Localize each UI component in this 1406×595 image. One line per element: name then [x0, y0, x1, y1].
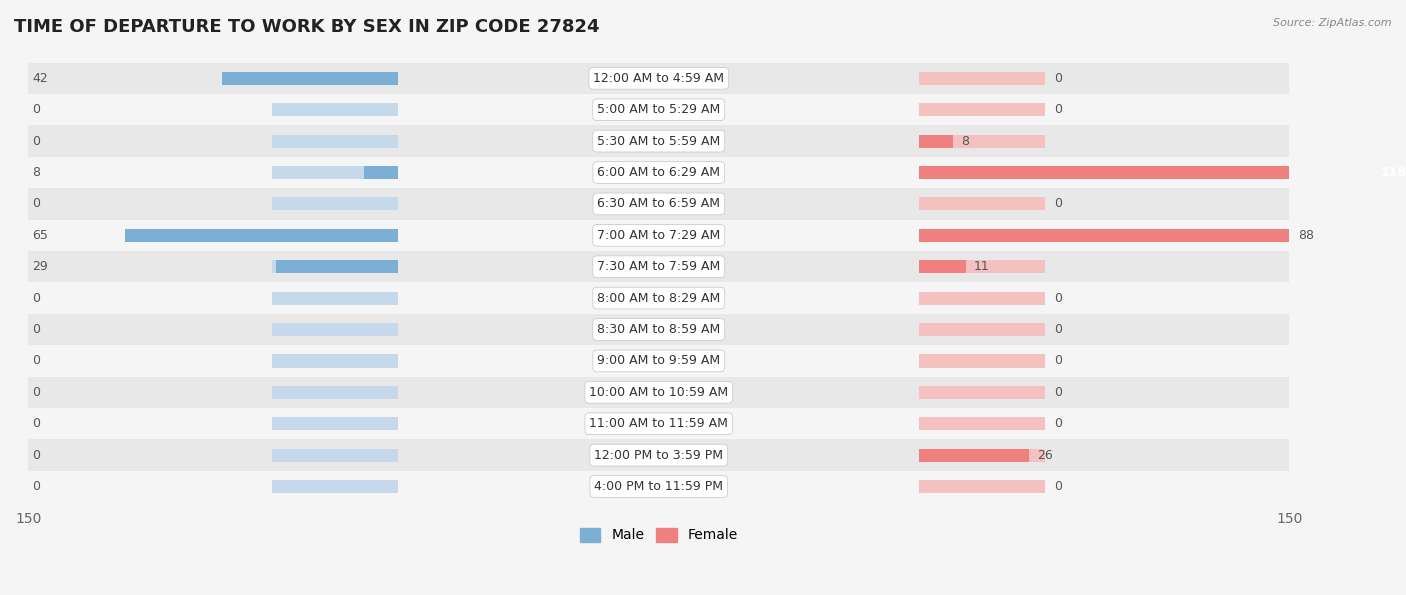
Text: 8:30 AM to 8:59 AM: 8:30 AM to 8:59 AM: [598, 323, 720, 336]
Text: 0: 0: [32, 417, 41, 430]
Bar: [920, 72, 1046, 85]
Text: 42: 42: [32, 72, 48, 85]
Bar: [271, 198, 398, 211]
Bar: [271, 480, 398, 493]
Text: 10:00 AM to 10:59 AM: 10:00 AM to 10:59 AM: [589, 386, 728, 399]
Text: 0: 0: [32, 386, 41, 399]
Bar: [271, 354, 398, 368]
Bar: [920, 198, 1046, 211]
Bar: [271, 323, 398, 336]
Text: 0: 0: [32, 323, 41, 336]
Text: 118: 118: [1381, 166, 1406, 179]
Bar: [920, 134, 1046, 148]
Bar: [920, 417, 1046, 430]
Bar: [271, 134, 398, 148]
Bar: [28, 251, 1289, 283]
Text: 0: 0: [1054, 480, 1062, 493]
Bar: [28, 188, 1289, 220]
Bar: [271, 72, 398, 85]
Text: 12:00 PM to 3:59 PM: 12:00 PM to 3:59 PM: [595, 449, 723, 462]
Bar: [222, 72, 398, 85]
Text: 26: 26: [1038, 449, 1053, 462]
Bar: [920, 260, 966, 273]
Text: 6:30 AM to 6:59 AM: 6:30 AM to 6:59 AM: [598, 198, 720, 211]
Bar: [271, 449, 398, 462]
Bar: [271, 386, 398, 399]
Bar: [920, 323, 1046, 336]
Text: 0: 0: [32, 355, 41, 367]
Text: 0: 0: [32, 292, 41, 305]
Text: 11: 11: [974, 260, 990, 273]
Bar: [271, 292, 398, 305]
Legend: Male, Female: Male, Female: [574, 522, 744, 548]
Bar: [920, 260, 1046, 273]
Bar: [28, 408, 1289, 440]
Bar: [920, 480, 1046, 493]
Bar: [271, 417, 398, 430]
Bar: [28, 157, 1289, 188]
Bar: [920, 166, 1406, 179]
Text: 5:30 AM to 5:59 AM: 5:30 AM to 5:59 AM: [598, 134, 720, 148]
Text: 29: 29: [32, 260, 48, 273]
Bar: [28, 220, 1289, 251]
Text: 12:00 AM to 4:59 AM: 12:00 AM to 4:59 AM: [593, 72, 724, 85]
Bar: [28, 471, 1289, 502]
Bar: [28, 314, 1289, 345]
Text: 0: 0: [1054, 355, 1062, 367]
Text: 0: 0: [1054, 323, 1062, 336]
Text: 0: 0: [1054, 103, 1062, 116]
Bar: [28, 126, 1289, 157]
Bar: [28, 440, 1289, 471]
Text: 88: 88: [1298, 229, 1313, 242]
Bar: [28, 377, 1289, 408]
Text: TIME OF DEPARTURE TO WORK BY SEX IN ZIP CODE 27824: TIME OF DEPARTURE TO WORK BY SEX IN ZIP …: [14, 18, 599, 36]
Text: 6:00 AM to 6:29 AM: 6:00 AM to 6:29 AM: [598, 166, 720, 179]
Bar: [920, 134, 953, 148]
Bar: [271, 228, 398, 242]
Bar: [28, 62, 1289, 94]
Text: 0: 0: [1054, 72, 1062, 85]
Bar: [364, 166, 398, 179]
Bar: [271, 103, 398, 116]
Text: 0: 0: [32, 449, 41, 462]
Bar: [28, 94, 1289, 126]
Bar: [271, 166, 398, 179]
Bar: [276, 260, 398, 273]
Text: 0: 0: [1054, 417, 1062, 430]
Text: 8: 8: [962, 134, 969, 148]
Text: Source: ZipAtlas.com: Source: ZipAtlas.com: [1274, 18, 1392, 28]
Text: 7:00 AM to 7:29 AM: 7:00 AM to 7:29 AM: [598, 229, 720, 242]
Text: 4:00 PM to 11:59 PM: 4:00 PM to 11:59 PM: [595, 480, 723, 493]
Text: 8:00 AM to 8:29 AM: 8:00 AM to 8:29 AM: [598, 292, 720, 305]
Bar: [920, 166, 1046, 179]
Bar: [125, 228, 398, 242]
Bar: [28, 345, 1289, 377]
Text: 11:00 AM to 11:59 AM: 11:00 AM to 11:59 AM: [589, 417, 728, 430]
Text: 0: 0: [32, 198, 41, 211]
Text: 65: 65: [32, 229, 48, 242]
Bar: [920, 228, 1289, 242]
Bar: [28, 283, 1289, 314]
Text: 0: 0: [1054, 198, 1062, 211]
Text: 0: 0: [1054, 292, 1062, 305]
Text: 5:00 AM to 5:29 AM: 5:00 AM to 5:29 AM: [598, 103, 720, 116]
Text: 7:30 AM to 7:59 AM: 7:30 AM to 7:59 AM: [598, 260, 720, 273]
Bar: [920, 228, 1046, 242]
Bar: [920, 292, 1046, 305]
Text: 0: 0: [32, 480, 41, 493]
Text: 8: 8: [32, 166, 41, 179]
Text: 0: 0: [1054, 386, 1062, 399]
Bar: [920, 103, 1046, 116]
Text: 0: 0: [32, 134, 41, 148]
Text: 9:00 AM to 9:59 AM: 9:00 AM to 9:59 AM: [598, 355, 720, 367]
Bar: [920, 449, 1029, 462]
Bar: [920, 386, 1046, 399]
Bar: [271, 260, 398, 273]
Text: 0: 0: [32, 103, 41, 116]
Bar: [920, 449, 1046, 462]
Bar: [920, 354, 1046, 368]
